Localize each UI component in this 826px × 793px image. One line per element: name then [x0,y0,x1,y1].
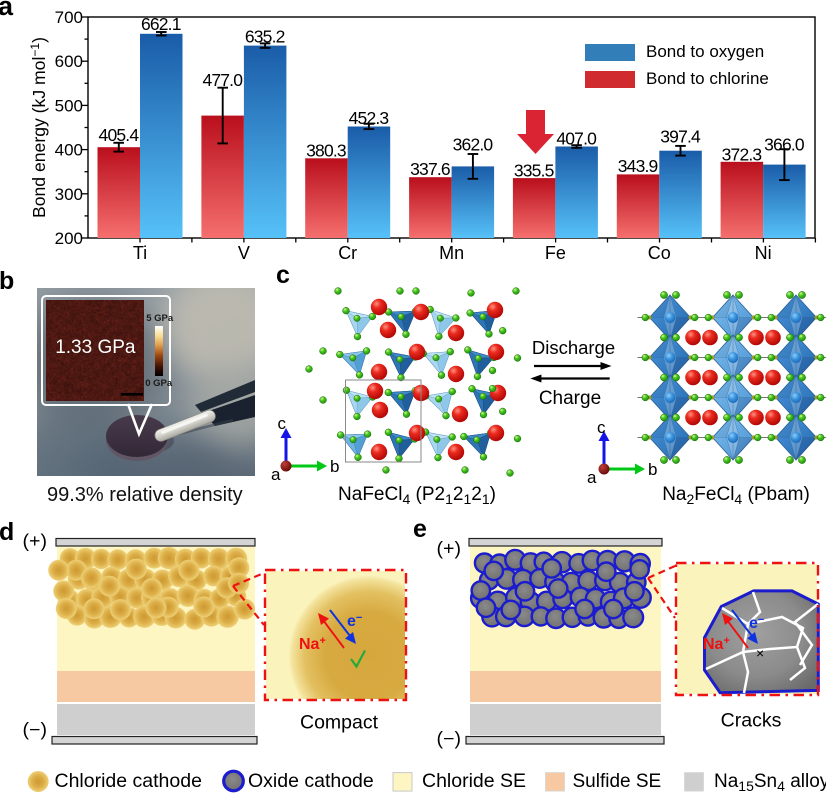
svg-text:(+): (+) [437,539,462,559]
svg-text:Cracks: Cracks [721,710,782,732]
svg-text:c: c [278,414,287,433]
svg-text:372.3: 372.3 [722,145,763,165]
svg-text:×: × [756,645,764,661]
svg-text:635.2: 635.2 [245,27,286,47]
svg-text:a: a [587,468,597,487]
svg-text:Charge: Charge [539,388,601,409]
svg-text:Fe: Fe [545,243,566,263]
svg-text:407.0: 407.0 [556,129,597,149]
svg-text:Chloride SE: Chloride SE [422,770,526,792]
svg-text:Na+: Na+ [299,635,326,653]
svg-text:b: b [330,457,339,476]
svg-text:366.0: 366.0 [764,135,805,155]
svg-text:400: 400 [55,141,83,160]
svg-text:662.1: 662.1 [141,14,182,34]
svg-text:NaFeCl4 (P212121): NaFeCl4 (P212121) [338,484,496,507]
svg-text:362.0: 362.0 [453,135,494,155]
svg-text:Sulfide SE: Sulfide SE [573,771,662,792]
svg-text:c: c [597,418,606,437]
svg-text:Na15Sn4 alloy: Na15Sn4 alloy [714,771,826,793]
svg-text:Co: Co [648,243,671,263]
svg-text:Chloride cathode: Chloride cathode [55,770,202,792]
svg-text:Bond to chlorine: Bond to chlorine [646,69,769,88]
svg-text:Discharge: Discharge [532,337,615,358]
svg-text:405.4: 405.4 [99,125,140,145]
svg-text:V: V [238,243,250,263]
svg-text:397.4: 397.4 [660,127,701,147]
svg-text:500: 500 [55,96,83,115]
svg-text:700: 700 [55,8,83,27]
svg-text:600: 600 [55,52,83,71]
svg-text:337.6: 337.6 [410,159,451,179]
svg-text:(−): (−) [23,720,48,740]
svg-text:477.0: 477.0 [202,70,243,90]
svg-text:(−): (−) [437,729,462,749]
svg-text:380.3: 380.3 [306,140,347,160]
svg-text:b: b [648,460,657,479]
svg-text:Ti: Ti [133,243,147,263]
svg-text:343.9: 343.9 [618,156,659,176]
svg-text:a: a [271,465,281,484]
svg-text:Oxide cathode: Oxide cathode [248,770,374,792]
svg-text:Compact: Compact [300,712,379,734]
svg-text:452.3: 452.3 [349,108,390,128]
svg-text:(+): (+) [23,531,48,551]
svg-text:Mn: Mn [439,243,464,263]
svg-text:200: 200 [55,229,83,248]
svg-text:Cr: Cr [338,243,357,263]
svg-text:Na+: Na+ [703,635,730,653]
svg-text:300: 300 [55,185,83,204]
svg-text:Ni: Ni [755,243,772,263]
svg-text:Bond energy (kJ mol−1): Bond energy (kJ mol−1) [28,37,49,218]
svg-text:Na2FeCl4 (Pbam): Na2FeCl4 (Pbam) [662,484,810,507]
svg-text:335.5: 335.5 [514,161,555,181]
svg-text:Bond to oxygen: Bond to oxygen [646,42,764,61]
